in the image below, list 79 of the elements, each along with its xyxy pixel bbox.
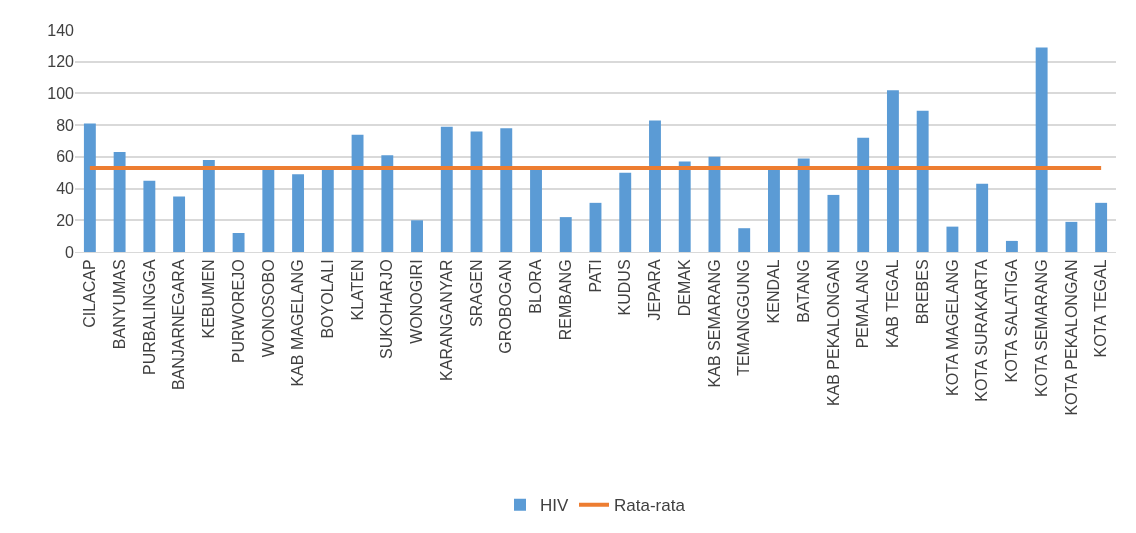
bar [113,152,126,252]
x-tick-label: BREBES [913,259,931,325]
x-tick-label: KARANGANYAR [437,259,455,381]
bar [649,120,661,252]
bar [857,137,870,252]
x-tick-label: SUKOHARJO [378,259,396,359]
x-tick-label: KOTA PEKALONGAN [1062,259,1080,416]
bar [143,180,156,252]
bar [827,194,840,252]
legend-label: HIV [540,496,569,516]
bar [559,217,572,252]
bar [232,232,245,252]
bar [292,174,305,252]
x-tick-label: BLORA [527,259,545,314]
bar [500,128,513,252]
bar [262,167,275,252]
y-tick-label: 20 [56,211,75,229]
bar [1005,240,1018,252]
y-tick-label: 80 [56,116,75,134]
x-tick-label: KEBUMEN [200,259,218,339]
x-tick-label: KAB MAGELANG [289,259,307,387]
x-tick-label: PATI [586,259,604,293]
x-tick-label: KAB PEKALONGAN [824,259,842,407]
y-tick-label: 140 [47,21,75,39]
bar [440,126,453,252]
bar [976,183,989,252]
bar [1035,47,1048,252]
x-tick-label: KOTA TEGAL [1092,259,1110,358]
bar [1065,221,1078,252]
x-tick-label: KOTA SEMARANG [1032,259,1050,397]
y-tick-label: 120 [47,53,75,71]
bar [946,226,959,252]
y-tick-label: 100 [47,85,75,103]
x-tick-label: WONOSOBO [259,259,277,358]
x-tick-label: GROBOGAN [497,259,515,354]
x-tick-label: KUDUS [616,259,634,316]
legend-label: Rata-rata [614,496,686,516]
x-tick-label: PURWOREJO [229,259,247,364]
x-tick-label: KOTA MAGELANG [943,259,961,397]
x-tick-label: BANYUMAS [110,259,128,350]
bar [738,228,751,252]
x-tick-label: BANJARNEGARA [170,259,188,391]
x-tick-label: PURBALINGGA [140,259,158,375]
x-tick-label: KLATEN [348,259,366,321]
bar [1095,202,1108,252]
x-tick-label: SRAGEN [467,259,485,327]
bar [173,196,186,252]
y-tick-label: 40 [56,180,75,198]
bar [886,90,899,252]
bar [470,131,483,252]
bar [678,161,691,252]
x-tick-label: DEMAK [675,259,693,317]
bar [768,167,780,252]
x-tick-label: KOTA SALATIGA [1003,259,1021,383]
y-tick-label: 60 [56,148,75,166]
bar [83,123,96,252]
bar [797,158,810,252]
bar [916,110,929,252]
x-tick-label: BOYOLALI [319,259,337,339]
bar [321,167,334,252]
bar [589,202,602,252]
x-tick-label: KAB SEMARANG [705,259,723,388]
bar [381,155,394,252]
x-tick-label: BATANG [794,259,812,323]
x-tick-label: WONOGIRI [408,259,426,344]
bar [411,220,423,252]
x-tick-label: KENDAL [765,259,783,324]
bar [202,160,215,252]
x-tick-label: KAB TEGAL [884,259,902,349]
bar [530,167,542,252]
y-tick-label: 0 [65,243,75,261]
bar [351,134,364,252]
x-tick-label: CILACAP [81,259,99,328]
x-tick-label: JEPARA [646,259,664,321]
x-tick-label: PEMALANG [854,259,872,349]
x-tick-label: TEMANGGUNG [735,259,753,376]
bar [619,172,632,252]
x-tick-label: KOTA SURAKARTA [973,259,991,402]
x-tick-label: REMBANG [556,259,574,341]
